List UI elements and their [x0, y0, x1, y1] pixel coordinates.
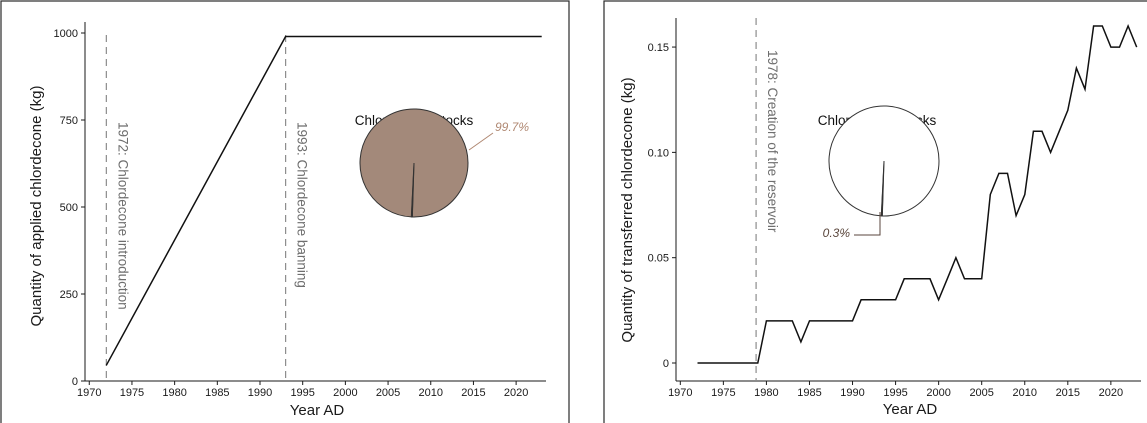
y-tick-label: 0	[72, 376, 78, 388]
x-tick-label: 2000	[333, 387, 357, 399]
x-tick-label: 1970	[668, 387, 692, 399]
pie-slice-small	[410, 162, 415, 218]
right-series-line	[697, 24, 1138, 364]
event-label: 1993: Chlordecone banning	[295, 122, 310, 288]
x-tick-label: 1995	[883, 387, 907, 399]
y-tick-label: 500	[60, 202, 78, 214]
event-label: 1972: Chlordecone introduction	[115, 122, 130, 310]
y-tick-label: 0.15	[648, 42, 669, 54]
x-tick-label: 1975	[120, 387, 144, 399]
x-tick-label: 2010	[1013, 387, 1037, 399]
x-tick-label: 2020	[1099, 387, 1123, 399]
pie-percent-label: 99.7%	[495, 120, 529, 134]
x-tick-label: 1980	[754, 387, 778, 399]
x-tick-label: 1990	[248, 387, 272, 399]
left-series-line	[105, 35, 542, 366]
applied-chlordecone-chart: 1970 1975 1980 1985 1990 1995 2000 2005 2010 2015…	[28, 22, 546, 419]
event-label: 1978: Creation of the reservoir	[765, 50, 780, 233]
x-tick-label: 2010	[419, 387, 443, 399]
x-tick-label: 2020	[504, 387, 528, 399]
y-tick-label: 0.05	[648, 253, 669, 265]
x-tick-label: 1990	[840, 387, 864, 399]
left-panel-frame	[0, 0, 570, 423]
x-tick-label: 1970	[77, 387, 101, 399]
y-tick-label: 250	[60, 289, 78, 301]
pie-slice-small	[880, 160, 885, 217]
x-tick-label: 1985	[205, 387, 229, 399]
transferred-chlordecone-chart: 1970 1975 1980 1985 1990 1995 2000 2005 2010 2015…	[619, 18, 1141, 418]
y-tick-label: 1000	[54, 28, 78, 40]
x-tick-label: 1975	[711, 387, 735, 399]
x-tick-label: 1995	[290, 387, 314, 399]
right-panel-frame	[603, 0, 1147, 423]
right-y-axis-title: Quantity of transferred chlordecone (kg)	[619, 77, 636, 342]
left-x-axis-title: Year AD	[290, 402, 345, 419]
pie-label-leader	[468, 132, 494, 151]
x-tick-label: 1980	[162, 387, 186, 399]
x-tick-label: 1985	[797, 387, 821, 399]
y-tick-label: 750	[60, 115, 78, 127]
x-tick-label: 2005	[969, 387, 993, 399]
left-y-axis-title: Quantity of applied chlordecone (kg)	[28, 86, 45, 327]
x-tick-label: 2015	[461, 387, 485, 399]
pie-label-leader	[854, 212, 881, 236]
x-tick-label: 2005	[376, 387, 400, 399]
pie-percent-label: 0.3%	[823, 226, 851, 240]
y-tick-label: 0.10	[648, 147, 669, 159]
x-tick-label: 2000	[926, 387, 950, 399]
right-x-axis-title: Year AD	[883, 401, 938, 418]
x-tick-label: 2015	[1056, 387, 1080, 399]
y-tick-label: 0	[663, 358, 669, 370]
